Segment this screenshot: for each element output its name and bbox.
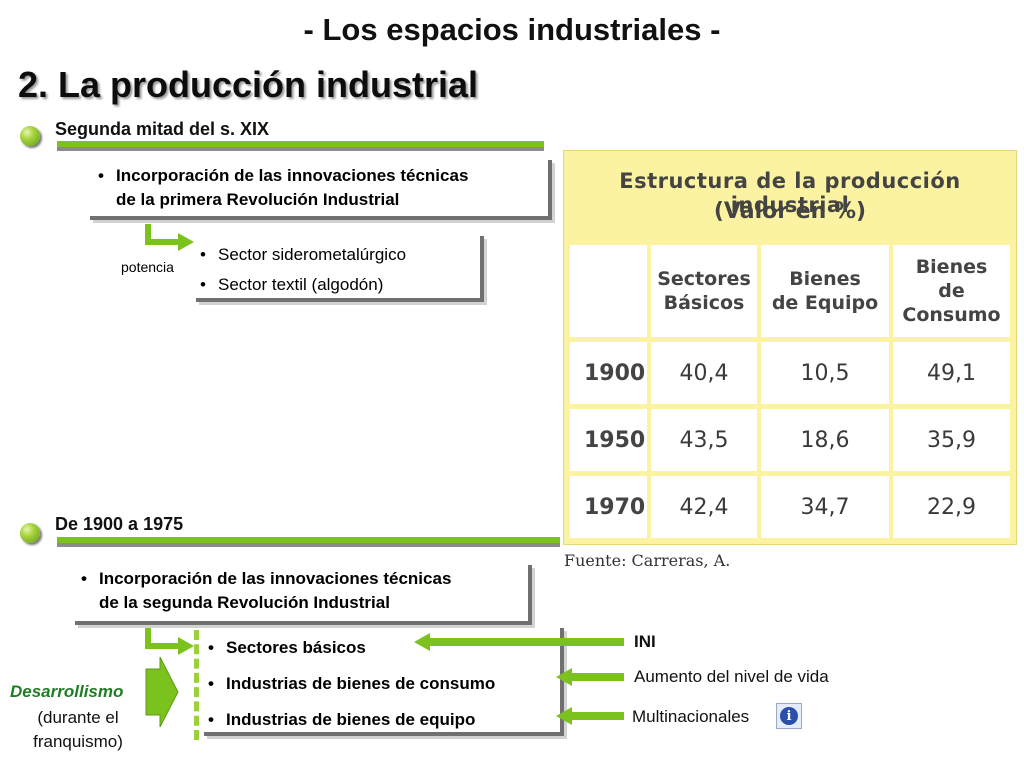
table-value-cell: 22,9: [893, 476, 1010, 538]
table-source: Fuente: Carreras, A.: [564, 551, 731, 570]
section2-item: • Sectores básicos: [208, 638, 366, 657]
info-icon[interactable]: i: [776, 703, 802, 729]
section2-label: De 1900 a 1975: [55, 514, 184, 534]
section2-item: • Industrias de bienes de equipo: [208, 710, 476, 729]
items-bracket: [194, 630, 204, 740]
table-year-cell: 1950: [570, 409, 647, 471]
slide-title: 2. La producción industrial: [18, 64, 479, 105]
table-year-cell: 1970: [570, 476, 647, 538]
side-sub: (durante el franquismo): [33, 708, 123, 751]
table-corner-cell: [570, 245, 647, 337]
green-arrow-icon: [145, 224, 194, 251]
production-structure-table: Estructura de la producción industrial (…: [563, 150, 1017, 545]
table-title: Estructura de la producción industrial: [619, 169, 961, 217]
section2-box-line2: de la segunda Revolución Industrial: [99, 593, 390, 612]
section2-rule: [57, 537, 560, 543]
section1-box-line2: de la primera Revolución Industrial: [116, 190, 400, 209]
table-value-cell: 34,7: [761, 476, 889, 538]
side-label: Desarrollismo: [10, 682, 124, 701]
section1-rule: [57, 141, 544, 147]
table-value-cell: 10,5: [761, 342, 889, 404]
table-year-cell: 1900: [570, 342, 647, 404]
green-arrow-icon: [145, 628, 194, 655]
right-label-living: Aumento del nivel de vida: [634, 667, 829, 686]
section1-item: • Sector siderometalúrgico: [200, 245, 407, 264]
green-arrow-icon: [414, 633, 624, 651]
green-orb-icon: [20, 126, 40, 146]
green-arrow-icon: [145, 656, 179, 728]
table-col-header: Sectores Básicos: [651, 245, 757, 337]
section1-arrow-label: potencia: [121, 259, 174, 275]
section2-box-line1: • Incorporación de las innovaciones técni…: [81, 569, 452, 588]
slide-subtitle: - Los espacios industriales -: [303, 12, 721, 47]
table-value-cell: 43,5: [651, 409, 757, 471]
green-orb-icon: [20, 523, 40, 543]
right-label-ini: INI: [634, 632, 656, 651]
table-value-cell: 18,6: [761, 409, 889, 471]
table-col-header: Bienes de Consumo: [893, 245, 1010, 337]
section2-box: • Incorporación de las innovaciones técni…: [75, 565, 532, 625]
section1-box-line1: • Incorporación de las innovaciones técni…: [98, 166, 469, 185]
table-col-header: Bienes de Equipo: [761, 245, 889, 337]
green-arrow-icon: [556, 707, 624, 725]
section2-item: • Industrias de bienes de consumo: [208, 674, 496, 693]
section1-items-box: • Sector siderometalúrgico • Sector textil…: [196, 236, 484, 302]
section1-label: Segunda mitad del s. XIX: [55, 119, 270, 139]
green-arrow-icon: [556, 668, 624, 686]
table-value-cell: 40,4: [651, 342, 757, 404]
table-subtitle: (Valor en %): [713, 199, 867, 224]
right-label-multinational: Multinacionales: [632, 707, 750, 726]
table-value-cell: 42,4: [651, 476, 757, 538]
table-value-cell: 49,1: [893, 342, 1010, 404]
section1-item: • Sector textil (algodón): [200, 275, 384, 294]
section1-box: • Incorporación de las innovaciones técni…: [90, 160, 552, 220]
table-value-cell: 35,9: [893, 409, 1010, 471]
